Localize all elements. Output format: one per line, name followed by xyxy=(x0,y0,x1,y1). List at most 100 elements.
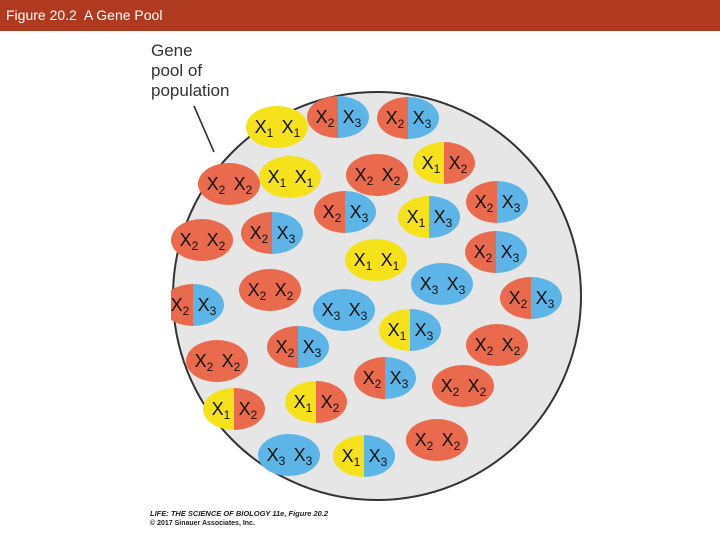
allele-label: X3 xyxy=(350,202,369,225)
allele-label: X2 xyxy=(475,192,494,215)
allele-label: X3 xyxy=(390,368,409,391)
allele-label: X2 xyxy=(442,430,461,453)
credit-title: LIFE: THE SCIENCE OF BIOLOGY 11e, Figure… xyxy=(150,509,329,518)
allele-label: X2 xyxy=(250,223,269,246)
allele-label: X2 xyxy=(222,351,241,374)
allele-label: X3 xyxy=(536,288,555,311)
allele-label: X2 xyxy=(355,165,374,188)
allele-label: X1 xyxy=(294,392,313,415)
allele-label: X3 xyxy=(447,274,466,297)
allele-label: X2 xyxy=(195,351,214,374)
allele-2-half xyxy=(171,284,193,326)
allele-label: X2 xyxy=(382,165,401,188)
allele-label: X3 xyxy=(322,300,341,323)
allele-label: X2 xyxy=(234,174,253,197)
allele-label: X1 xyxy=(282,117,301,140)
genotype-X2X2: X2 X2 xyxy=(198,163,260,205)
allele-label: X2 xyxy=(275,280,294,303)
genotype-X3X3: X3 X3 xyxy=(258,434,320,476)
allele-label: X2 xyxy=(441,376,460,399)
allele-label: X1 xyxy=(295,167,314,190)
credit-copyright: © 2017 Sinauer Associates, Inc. xyxy=(150,520,255,527)
allele-label: X1 xyxy=(354,250,373,273)
genotype-X1X1: X1 X1 xyxy=(345,239,407,281)
allele-label: X2 xyxy=(321,392,340,415)
genotype-X2X3: X2 X3 xyxy=(465,231,527,273)
allele-label: X3 xyxy=(420,274,439,297)
genotype-X2X3: X2 X3 xyxy=(466,181,528,223)
allele-label: X2 xyxy=(323,202,342,225)
genotype-X2X3: X2 X3 xyxy=(314,191,376,233)
allele-label: X1 xyxy=(381,250,400,273)
allele-label: X3 xyxy=(277,223,296,246)
allele-label: X1 xyxy=(255,117,274,140)
allele-label: X2 xyxy=(171,295,190,318)
allele-label: X2 xyxy=(276,337,295,360)
allele-label: X3 xyxy=(198,295,217,318)
header-bar: Figure 20.2 A Gene Pool xyxy=(0,0,720,31)
allele-label: X2 xyxy=(386,108,405,131)
allele-label: X3 xyxy=(434,207,453,230)
allele-label: X3 xyxy=(294,445,313,468)
pointer-line xyxy=(193,105,215,153)
genotype-X2X2: X2 X2 xyxy=(171,219,233,261)
allele-label: X1 xyxy=(342,446,361,469)
genotype-X2X2: X2 X2 xyxy=(466,324,528,366)
genotype-X2X3: X2 X3 xyxy=(241,212,303,254)
allele-label: X2 xyxy=(475,335,494,358)
allele-label: X2 xyxy=(449,153,468,176)
genotype-X2X2: X2 X2 xyxy=(239,269,301,311)
allele-label: X2 xyxy=(239,399,258,422)
allele-label: X3 xyxy=(501,242,520,265)
allele-label: X2 xyxy=(316,107,335,130)
genotype-X1X3: X1 X3 xyxy=(379,309,441,351)
gene-pool-label-line-3: population xyxy=(151,81,230,100)
genotype-X1X2: X1 X2 xyxy=(203,388,265,430)
allele-label: X3 xyxy=(343,107,362,130)
genotype-X2X3: X2 X3 xyxy=(354,357,416,399)
allele-label: X2 xyxy=(207,230,226,253)
allele-label: X1 xyxy=(422,153,441,176)
genotype-X1X1: X1 X1 xyxy=(246,106,308,148)
genotype-X2X3: X2 X3 xyxy=(500,277,562,319)
gene-pool-label-line-1: Gene xyxy=(151,41,193,60)
gene-pool-label-line-2: pool of xyxy=(151,61,203,80)
genotype-X1X2: X1 X2 xyxy=(413,142,475,184)
allele-label: X3 xyxy=(502,192,521,215)
allele-label: X2 xyxy=(509,288,528,311)
genotype-X2X2: X2 X2 xyxy=(432,365,494,407)
genotype-X2X3: X2 X3 xyxy=(267,326,329,368)
genotype-X2X3: X2 X3 xyxy=(307,96,369,138)
allele-label: X2 xyxy=(415,430,434,453)
allele-label: X2 xyxy=(363,368,382,391)
genotype-X3X3: X3 X3 xyxy=(411,263,473,305)
allele-label: X2 xyxy=(502,335,521,358)
allele-label: X3 xyxy=(369,446,388,469)
figure-credit: LIFE: THE SCIENCE OF BIOLOGY 11e, Figure… xyxy=(150,509,328,529)
allele-label: X1 xyxy=(388,320,407,343)
allele-label: X2 xyxy=(207,174,226,197)
allele-label: X3 xyxy=(413,108,432,131)
genotype-X2X2: X2 X2 xyxy=(186,340,248,382)
genotype-X1X2: X1 X2 xyxy=(285,381,347,423)
allele-label: X1 xyxy=(268,167,287,190)
allele-label: X2 xyxy=(468,376,487,399)
genotype-X2X2: X2 X2 xyxy=(406,419,468,461)
genotype-X2X2: X2 X2 xyxy=(346,154,408,196)
gene-pool-label: Gene pool of population xyxy=(151,41,261,101)
allele-label: X2 xyxy=(248,280,267,303)
allele-label: X2 xyxy=(474,242,493,265)
allele-label: X1 xyxy=(407,207,426,230)
allele-label: X3 xyxy=(415,320,434,343)
allele-label: X3 xyxy=(267,445,286,468)
allele-label: X3 xyxy=(349,300,368,323)
genotype-X2X3: X2 X3 xyxy=(377,97,439,139)
slide-title: Figure 20.2 A Gene Pool xyxy=(6,7,163,23)
allele-label: X2 xyxy=(180,230,199,253)
genotype-X3X3: X3 X3 xyxy=(313,289,375,331)
genotype-X1X3: X1 X3 xyxy=(398,196,460,238)
genotype-X2X3: X2 X3 xyxy=(171,284,224,326)
allele-label: X3 xyxy=(303,337,322,360)
genotype-X1X3: X1 X3 xyxy=(333,435,395,477)
